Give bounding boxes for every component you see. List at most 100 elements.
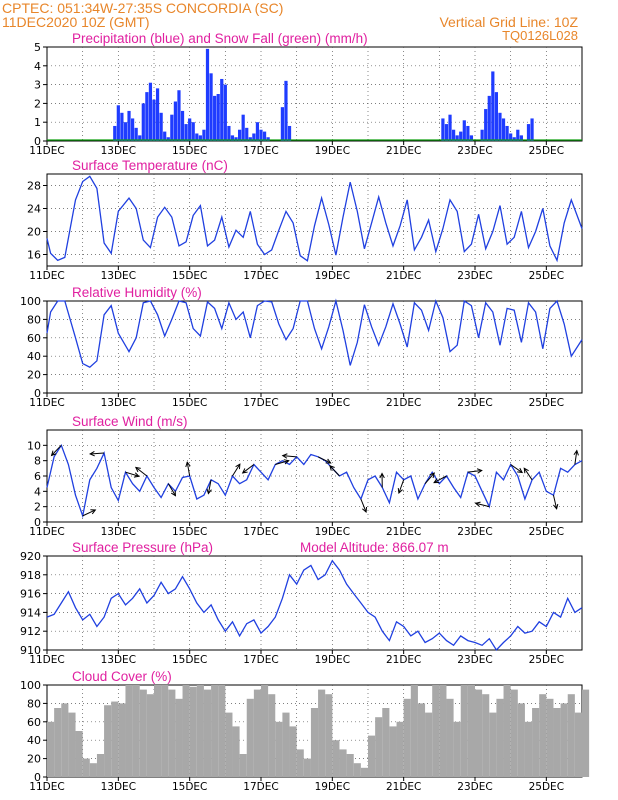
wind-arrow-head — [429, 472, 435, 479]
cloud-panel: 0 20 40 60 80 100 11DEC 13DEC 15DEC 17DEC 19DEC 21D… — [20, 669, 590, 793]
cloud-bar — [389, 726, 397, 777]
precip-bar — [159, 112, 163, 141]
cloud-bar — [189, 686, 197, 777]
header: CPTEC: 051:34W-27:35S CONCORDIA (SC) 11D… — [0, 0, 618, 43]
cloud-bar — [467, 685, 475, 777]
precip-bar — [505, 125, 509, 141]
x-tick-label: 19DEC — [315, 397, 350, 409]
x-tick-label: 13DEC — [101, 270, 136, 282]
cloud-bar — [332, 740, 340, 777]
precip-frame — [46, 46, 583, 142]
precip-bar — [484, 109, 488, 141]
precip-bar — [188, 118, 192, 141]
x-tick-label: 25DEC — [529, 145, 564, 157]
cloud-bar — [275, 721, 283, 777]
y-tick-label: 0 — [34, 516, 41, 529]
cloud-bar — [253, 689, 261, 777]
cloud-bar — [353, 763, 361, 777]
wind-arrow-head — [573, 449, 579, 456]
cloud-bar — [396, 721, 404, 777]
wind-arrow-head — [523, 467, 529, 474]
precip-bar — [145, 92, 149, 141]
cloud-bar — [47, 721, 55, 777]
pressure-series-line — [46, 559, 583, 652]
x-tick-label: 21DEC — [386, 781, 421, 793]
cloud-bar — [168, 689, 176, 777]
wind-arrow-head — [362, 506, 368, 514]
x-tick-label: 19DEC — [315, 654, 350, 666]
pressure-panel: 910 912 914 916 918 920 11DEC 13DEC 15DEC 17DEC 19… — [20, 540, 583, 666]
cloud-bar — [161, 685, 169, 777]
cloud-bar — [232, 726, 240, 777]
y-tick-label: 4 — [34, 485, 41, 498]
wind-arrow — [433, 475, 447, 484]
wind-arrow-head — [474, 501, 481, 507]
precip-bar — [209, 73, 213, 141]
precip-panel: 0 1 2 3 4 5 11DEC 13DEC 15DEC 17DEC 19DEC 21DEC 23DE… — [29, 31, 583, 157]
precip-bar — [230, 135, 235, 141]
precip-bar — [530, 118, 534, 141]
wind-series-line — [46, 443, 583, 519]
cloud-bar — [482, 694, 490, 777]
wind-arrow — [242, 464, 255, 474]
precip-bar — [498, 112, 502, 141]
wind-title: Surface Wind (m/s) — [72, 414, 188, 429]
cloud-bar — [546, 698, 554, 777]
cloud-bar — [517, 703, 525, 777]
x-tick-label: 23DEC — [457, 397, 492, 409]
precip-bar — [170, 114, 174, 141]
wind-arrow — [574, 450, 578, 465]
temperature-frame — [46, 173, 583, 267]
precip-bar — [195, 133, 199, 141]
y-tick-label: 916 — [20, 588, 41, 601]
precip-bar — [173, 101, 178, 141]
x-tick-label: 17DEC — [243, 270, 278, 282]
precip-bar — [216, 94, 220, 141]
x-tick-label: 23DEC — [457, 526, 492, 538]
cloud-bar — [360, 767, 368, 777]
x-tick-label: 13DEC — [101, 781, 136, 793]
cloud-bar — [175, 698, 183, 777]
y-tick-label: 1 — [34, 116, 41, 129]
precip-bar — [123, 122, 128, 141]
wind-arrow — [317, 456, 331, 464]
wind-arrow-head — [397, 487, 403, 495]
x-tick-label: 11DEC — [29, 781, 64, 793]
cloud-bar — [146, 694, 154, 777]
cloud-bar — [211, 685, 219, 777]
precip-bar — [198, 135, 202, 141]
x-tick-label: 11DEC — [29, 270, 64, 282]
precip-bar — [248, 137, 252, 141]
x-tick-label: 17DEC — [243, 781, 278, 793]
x-tick-label: 17DEC — [243, 145, 278, 157]
y-tick-label: 912 — [20, 625, 41, 638]
precip-bar — [127, 110, 131, 141]
precip-bar — [177, 90, 181, 141]
cloud-bar — [68, 712, 76, 777]
precip-bar — [280, 107, 285, 141]
cloud-bar — [346, 754, 354, 777]
cloud-bar — [132, 685, 140, 777]
precip-bar — [245, 127, 249, 141]
cloud-bar — [111, 701, 119, 777]
cloud-bar — [282, 712, 290, 777]
header-run-time: 11DEC2020 10Z (GMT) — [2, 14, 150, 30]
wind-arrow — [135, 466, 148, 477]
model-altitude: Model Altitude: 866.07 m — [300, 540, 449, 555]
y-tick-label: 4 — [34, 60, 41, 73]
x-tick-label: 25DEC — [529, 654, 564, 666]
cloud-title: Cloud Cover (%) — [72, 669, 172, 684]
precip-bar — [287, 125, 292, 141]
precip-bar — [184, 124, 188, 141]
y-tick-label: 914 — [20, 606, 41, 619]
wind-arrow-head — [517, 467, 524, 474]
y-tick-label: 40 — [27, 734, 41, 747]
y-tick-label: 100 — [20, 679, 41, 692]
cloud-bar — [303, 758, 311, 777]
wind-arrow — [282, 455, 297, 458]
cloud-bar — [225, 712, 233, 777]
x-tick-label: 13DEC — [101, 654, 136, 666]
precip-bar — [227, 125, 231, 141]
precip-bar — [262, 131, 267, 141]
